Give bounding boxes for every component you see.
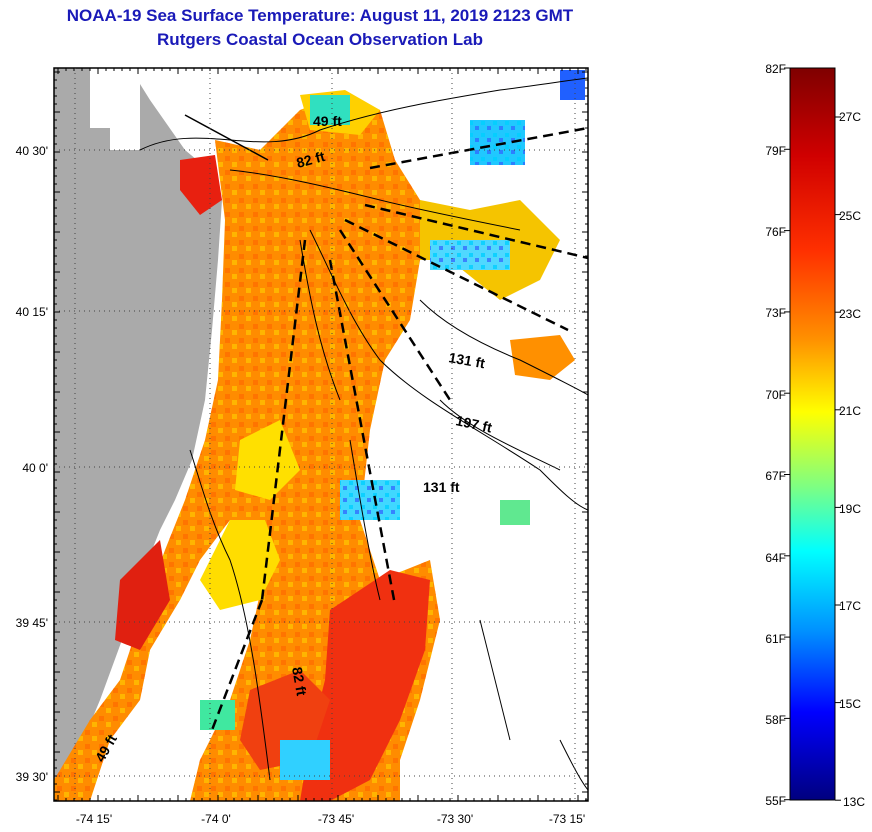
lon-label: -73 15' — [549, 812, 585, 826]
colorbar-c-label: 13C — [843, 795, 865, 809]
lon-label: -74 0' — [201, 812, 231, 826]
colorbar-f-label: 76F — [765, 225, 786, 239]
colorbar-f-label: 61F — [765, 632, 786, 646]
colorbar-c-label: 23C — [839, 307, 861, 321]
depth-contours — [139, 77, 588, 791]
colorbar-f-label: 64F — [765, 551, 786, 565]
transect-lines — [210, 126, 588, 731]
frame-ticks — [54, 68, 588, 801]
colorbar-f-label: 73F — [765, 306, 786, 320]
depth-label: 49 ft — [313, 113, 342, 129]
colorbar-f-label: 58F — [765, 713, 786, 727]
colorbar-f-label: 55F — [765, 794, 786, 808]
colorbar-c-label: 27C — [839, 110, 861, 124]
colorbar-f-label: 67F — [765, 469, 786, 483]
colorbar-c-label: 15C — [839, 697, 861, 711]
colorbar-c-label: 17C — [839, 599, 861, 613]
land-area — [54, 68, 222, 800]
lat-label: 40 0' — [22, 461, 48, 475]
colorbar-f-label: 70F — [765, 388, 786, 402]
colorbar-f-label: 79F — [765, 144, 786, 158]
lon-label: -74 15' — [76, 812, 112, 826]
depth-label: 197 ft — [454, 412, 493, 435]
map-subtitle: Rutgers Coastal Ocean Observation Lab — [157, 30, 483, 49]
map-title: NOAA-19 Sea Surface Temperature: August … — [66, 6, 574, 25]
depth-label: 131 ft — [423, 479, 460, 495]
colorbar-c-label: 21C — [839, 404, 861, 418]
lat-label: 40 15' — [16, 305, 48, 319]
colorbar-c-label: 19C — [839, 502, 861, 516]
colorbar-f-label: 82F — [765, 62, 786, 76]
map-frame — [53, 67, 589, 802]
lon-label: -73 30' — [437, 812, 473, 826]
colorbar-c-label: 25C — [839, 209, 861, 223]
depth-label: 82 ft — [295, 148, 327, 171]
depth-label: 131 ft — [447, 349, 486, 371]
lat-lon-grid — [54, 68, 588, 801]
coast-road — [184, 114, 269, 161]
lat-label: 39 30' — [16, 770, 48, 784]
depth-label: 82 ft — [289, 666, 310, 697]
lat-label: 39 45' — [16, 616, 48, 630]
lon-label: -73 45' — [318, 812, 354, 826]
lat-label: 40 30' — [16, 144, 48, 158]
colorbar-gradient — [789, 67, 836, 801]
